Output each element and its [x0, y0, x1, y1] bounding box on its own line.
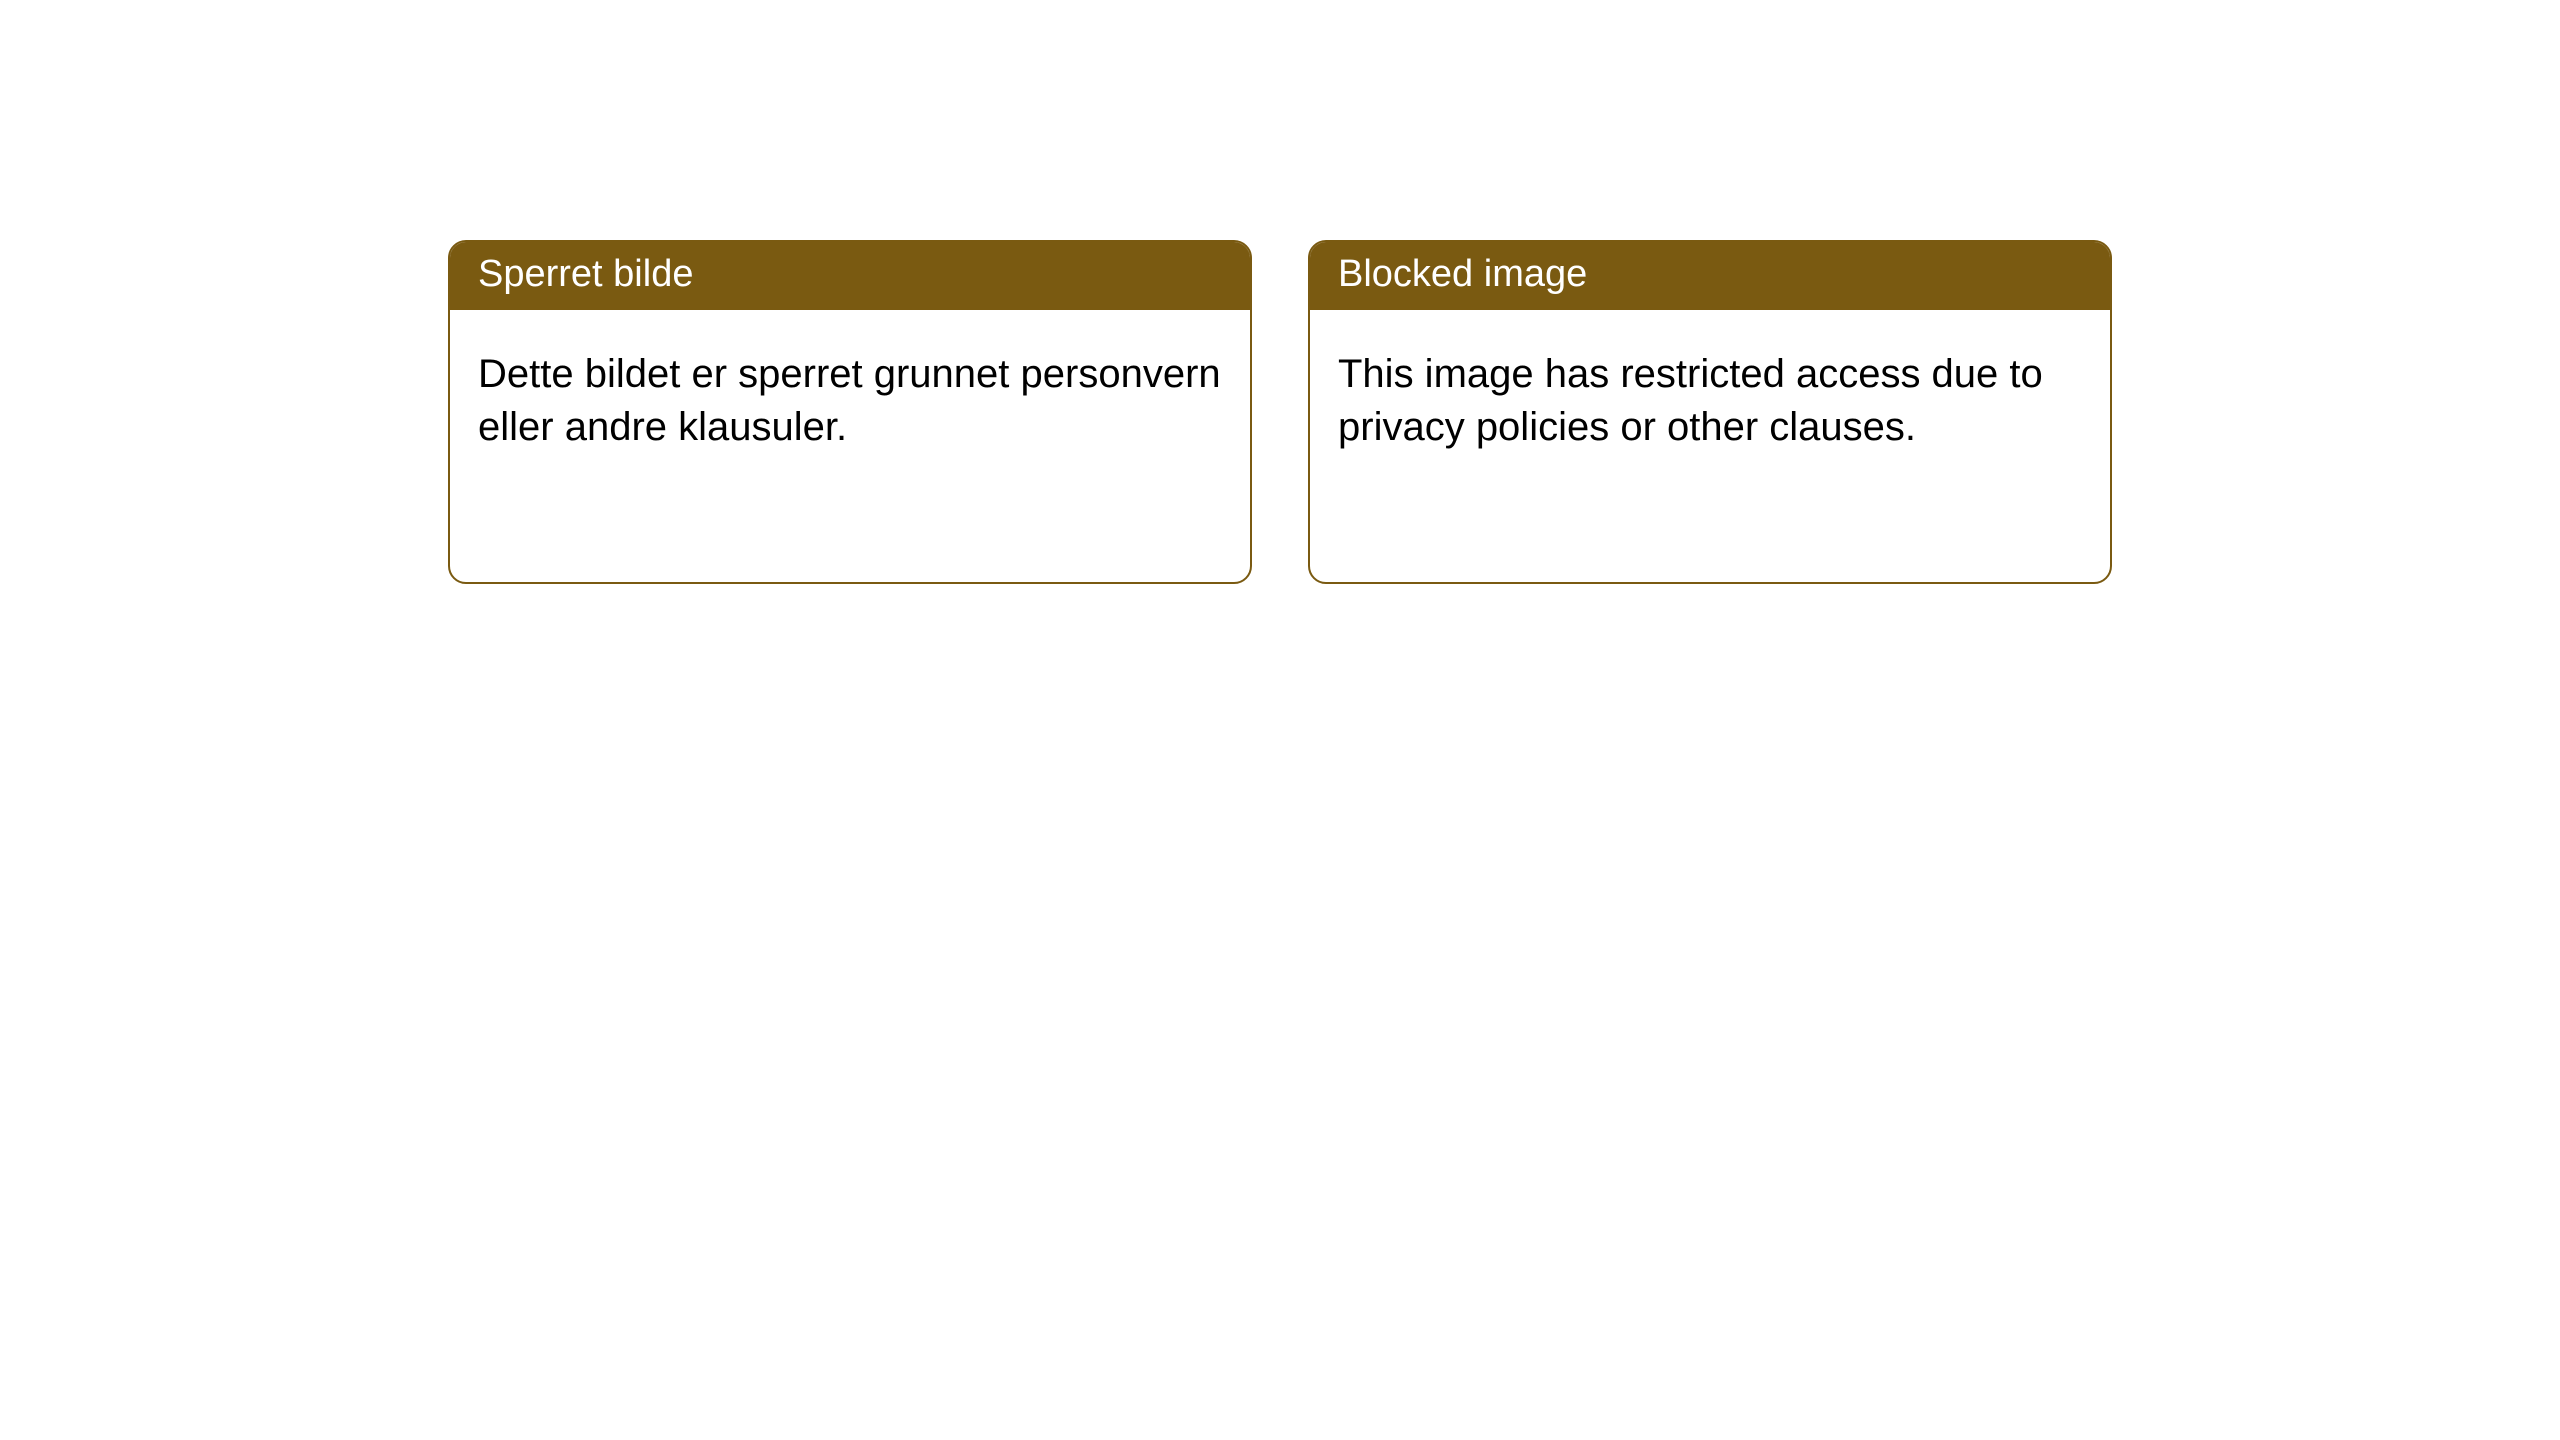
- notice-title: Sperret bilde: [450, 242, 1250, 310]
- notice-container: Sperret bilde Dette bildet er sperret gr…: [0, 0, 2560, 584]
- notice-body: Dette bildet er sperret grunnet personve…: [450, 310, 1250, 582]
- notice-card-norwegian: Sperret bilde Dette bildet er sperret gr…: [448, 240, 1252, 584]
- notice-card-english: Blocked image This image has restricted …: [1308, 240, 2112, 584]
- notice-body: This image has restricted access due to …: [1310, 310, 2110, 582]
- notice-title: Blocked image: [1310, 242, 2110, 310]
